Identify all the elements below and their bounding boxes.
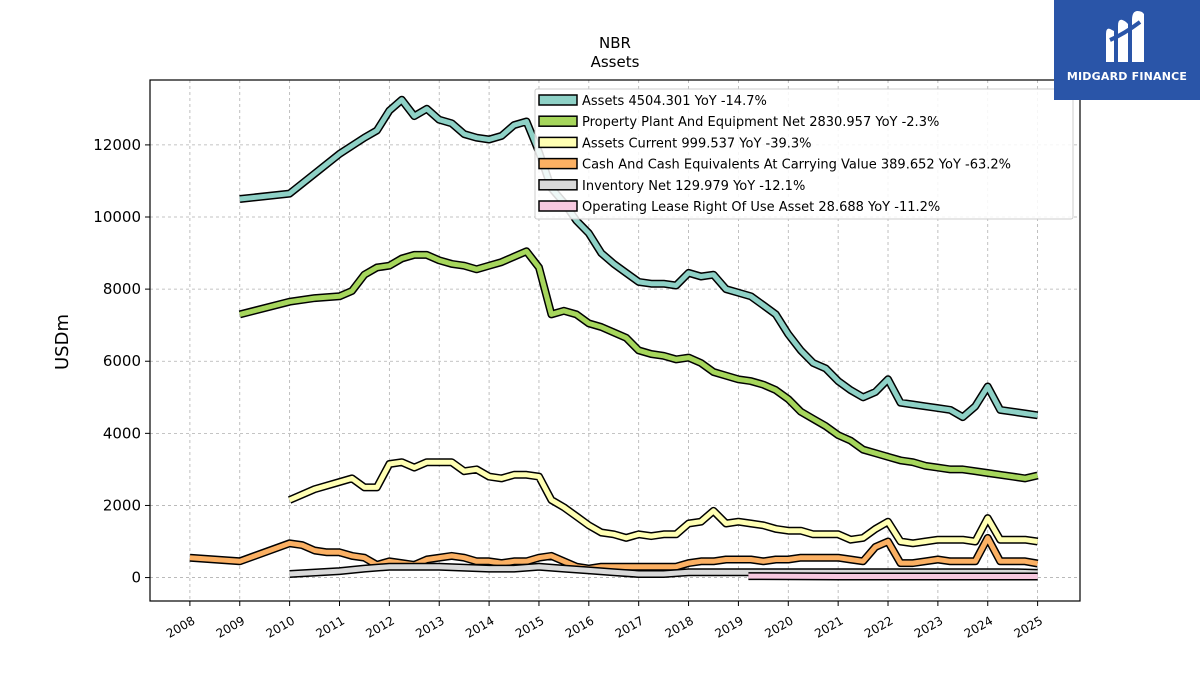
legend-label: Assets 4504.301 YoY -14.7% (582, 94, 767, 109)
x-tick-label: 2018 (663, 613, 696, 640)
x-tick-label: 2008 (164, 613, 197, 640)
legend-label: Assets Current 999.537 YoY -39.3% (582, 136, 812, 151)
series-assets-current (288, 458, 1039, 548)
legend-item: Inventory Net 129.979 YoY -12.1% (538, 179, 805, 194)
y-axis-label: USDm (52, 314, 73, 370)
x-tick-label: 2025 (1012, 613, 1045, 640)
series-lines (189, 95, 1039, 581)
legend-label: Cash And Cash Equivalents At Carrying Va… (582, 158, 1011, 173)
legend-item: Assets 4504.301 YoY -14.7% (538, 94, 767, 109)
series-property-plant-and-equipment-net (238, 247, 1039, 483)
series-line (239, 97, 1038, 420)
x-tick-label: 2011 (314, 613, 347, 640)
plot-frame (149, 79, 1081, 602)
series-outline (288, 458, 1039, 548)
legend-frame (534, 88, 1074, 220)
y-tick-label: 12000 (93, 136, 141, 154)
legend-swatch (538, 157, 578, 170)
x-tick-label: 2009 (214, 613, 247, 640)
series-line (288, 459, 1038, 546)
x-tick-label: 2013 (413, 613, 446, 640)
legend-label: Operating Lease Right Of Use Asset 28.68… (582, 200, 940, 215)
series-line (239, 248, 1039, 481)
legend-label: Property Plant And Equipment Net 2830.95… (582, 115, 939, 130)
midgard-m-logo-icon (1106, 11, 1144, 63)
x-tick-label: 2016 (563, 613, 596, 640)
series-line (189, 535, 1039, 572)
y-tick-label: 10000 (93, 208, 141, 226)
x-tick-label: 2010 (264, 613, 297, 640)
legend-item: Assets Current 999.537 YoY -39.3% (538, 136, 812, 151)
x-tick-label: 2019 (712, 613, 745, 640)
y-axis-ticks: 0 2000 4000 6000 8000 10000 12000 (93, 136, 150, 587)
legend-item: Operating Lease Right Of Use Asset 28.68… (538, 200, 940, 215)
legend-swatch (538, 94, 578, 106)
legend-swatch (538, 200, 578, 212)
x-tick-label: 2014 (463, 613, 496, 640)
x-tick-label: 2015 (513, 613, 546, 640)
x-tick-label: 2020 (762, 613, 795, 640)
x-axis-ticks: 2008 2009 2010 2011 2012 2013 2014 2015 2016 2017… (164, 601, 1045, 641)
chart-title: NBR (599, 34, 631, 52)
x-tick-label: 2021 (812, 613, 845, 640)
x-tick-label: 2023 (912, 613, 945, 640)
series-assets (239, 95, 1039, 422)
series-inventory-net (289, 562, 1038, 578)
chart-subtitle: Assets (591, 53, 640, 71)
y-tick-label: 2000 (103, 496, 141, 514)
legend-swatch (538, 136, 578, 149)
series-line (289, 564, 1038, 577)
y-tick-label: 8000 (103, 280, 141, 298)
legend: Assets 4504.301 YoY -14.7% Property Plant… (534, 88, 1074, 220)
legend-item: Property Plant And Equipment Net 2830.95… (538, 115, 939, 130)
legend-swatch (538, 179, 578, 191)
x-tick-label: 2022 (862, 613, 895, 640)
legend-label: Inventory Net 129.979 YoY -12.1% (582, 179, 805, 194)
y-tick-label: 6000 (103, 352, 141, 370)
y-tick-label: 4000 (103, 424, 141, 442)
brand-name: MIDGARD FINANCE (1066, 70, 1188, 83)
series-cash-and-cash-equivalents-at-carrying-value (189, 533, 1039, 573)
x-tick-label: 2024 (962, 613, 995, 640)
brand-logo: MIDGARD FINANCE (1054, 0, 1200, 100)
y-tick-label: 0 (131, 569, 141, 587)
legend-item: Cash And Cash Equivalents At Carrying Va… (538, 157, 1011, 173)
x-tick-label: 2012 (363, 613, 396, 640)
legend-swatch (538, 115, 578, 127)
x-tick-label: 2017 (613, 613, 646, 640)
